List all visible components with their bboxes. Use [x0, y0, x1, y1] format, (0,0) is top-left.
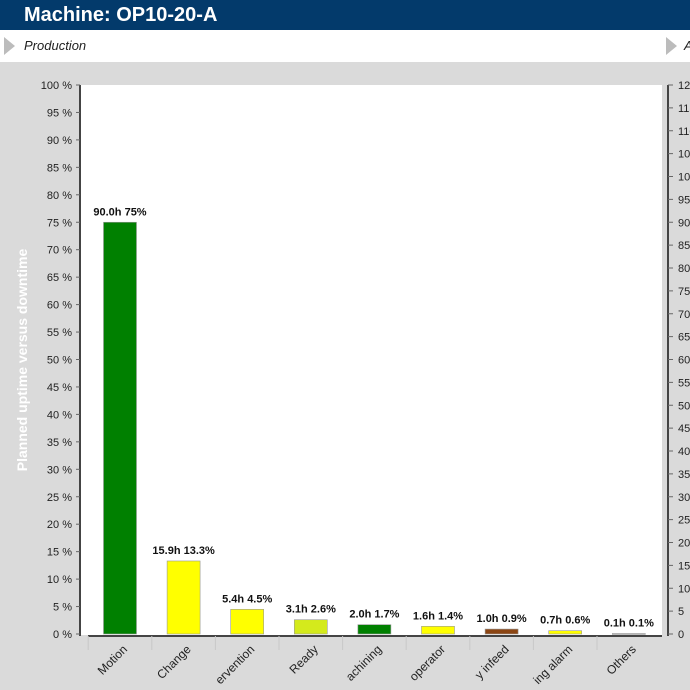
title-bar: Machine: OP10-20-A	[0, 0, 690, 30]
machine-title: Machine: OP10-20-A	[24, 4, 218, 26]
data-label: 3.1h 2.6%	[286, 604, 336, 616]
y2-tick-label: 85	[678, 240, 690, 252]
x-tick-label: Change	[154, 642, 194, 682]
data-label: 1.0h 0.9%	[477, 613, 527, 625]
y2-tick-label: 110	[678, 126, 690, 138]
x-tick-label: Motion	[95, 642, 130, 677]
y-tick-label: 55 %	[47, 327, 72, 339]
y-tick-label: 70 %	[47, 245, 72, 257]
right-label: A	[684, 38, 690, 53]
y-tick-label: 40 %	[47, 409, 72, 421]
y-tick-label: 100 %	[41, 80, 72, 92]
bar[interactable]	[166, 560, 201, 635]
expand-arrow-icon-right[interactable]	[666, 37, 677, 55]
y-tick-label: 5 %	[53, 602, 72, 614]
y-tick-label: 50 %	[47, 355, 72, 367]
y-tick-label: 25 %	[47, 492, 72, 504]
y-tick-label: 15 %	[47, 547, 72, 559]
bar[interactable]	[103, 221, 137, 635]
data-label: 1.6h 1.4%	[413, 610, 463, 622]
y-tick-label: 80 %	[47, 190, 72, 202]
y-tick-label: 60 %	[47, 300, 72, 312]
y2-tick-label: 20	[678, 538, 690, 550]
y-tick-label: 10 %	[47, 574, 72, 586]
y-tick-label: 75 %	[47, 217, 72, 229]
x-tick-label: y infeed	[472, 642, 512, 682]
production-label: Production	[24, 38, 87, 53]
bar[interactable]	[421, 626, 455, 635]
x-tick-label: ing alarm	[531, 642, 576, 687]
y2-tick-label: 120	[678, 80, 690, 92]
y2-tick-label: 115	[678, 103, 690, 115]
y2-tick-label: 40	[678, 446, 690, 458]
data-label: 0.7h 0.6%	[540, 615, 590, 627]
y2-tick-label: 15	[678, 560, 690, 572]
y2-tick-label: 35	[678, 469, 690, 481]
x-tick-label: Ready	[286, 642, 320, 676]
sub-header: Production A	[0, 30, 690, 60]
data-label: 5.4h 4.5%	[222, 593, 272, 605]
y-tick-label: 65 %	[47, 272, 72, 284]
y-tick-label: 30 %	[47, 464, 72, 476]
data-label: 0.1h 0.1%	[604, 617, 654, 629]
data-label: 15.9h 13.3%	[152, 545, 215, 557]
x-tick-label: achining	[343, 642, 385, 684]
bar[interactable]	[357, 624, 392, 635]
y2-tick-label: 95	[678, 194, 690, 206]
plot-area	[80, 85, 662, 635]
y-axis: 0 % 5 % 10 % 15 % 20 % 25 % 30 % 35 % 40 % 45 % 50…	[41, 80, 662, 641]
y2-tick-label: 45	[678, 423, 690, 435]
y2-tick-label: 105	[678, 149, 690, 161]
y2-tick-label: 0	[678, 629, 684, 641]
bar[interactable]	[230, 608, 264, 635]
y2-tick-label: 10	[678, 583, 690, 595]
y-tick-label: 45 %	[47, 382, 72, 394]
bar[interactable]	[484, 628, 519, 635]
y-tick-label: 35 %	[47, 437, 72, 449]
y2-tick-label: 70	[678, 309, 690, 321]
bar[interactable]	[611, 633, 646, 635]
bar[interactable]	[293, 619, 328, 635]
y2-tick-label: 80	[678, 263, 690, 275]
data-label: 2.0h 1.7%	[349, 609, 399, 621]
y2-tick-label: 30	[678, 492, 690, 504]
y-tick-label: 85 %	[47, 162, 72, 174]
y2-tick-label: 90	[678, 217, 690, 229]
y2-tick-label: 100	[678, 172, 690, 184]
x-tick-label: operator	[407, 642, 449, 684]
y-tick-label: 20 %	[47, 519, 72, 531]
y2-axis: 0 5 10 15 20 25 30 35 40 45 50 55 60 65 70 75 80 85 90 95 10…	[667, 80, 690, 641]
y-axis-label: Planned uptime versus downtime	[14, 249, 30, 472]
x-tick-label: Others	[604, 642, 639, 677]
y-tick-label: 90 %	[47, 135, 72, 147]
expand-arrow-icon[interactable]	[4, 37, 15, 55]
y2-tick-label: 5	[678, 606, 684, 618]
x-tick-label: ervention	[213, 642, 258, 687]
bar[interactable]	[548, 630, 583, 635]
y2-tick-label: 60	[678, 355, 690, 367]
y-tick-label: 95 %	[47, 107, 72, 119]
y2-tick-label: 55	[678, 377, 690, 389]
y-tick-label: 0 %	[53, 629, 72, 641]
y2-tick-label: 25	[678, 515, 690, 527]
y2-tick-label: 75	[678, 286, 690, 298]
y2-tick-label: 50	[678, 400, 690, 412]
data-label: 90.0h 75%	[93, 206, 146, 218]
y2-tick-label: 65	[678, 332, 690, 344]
